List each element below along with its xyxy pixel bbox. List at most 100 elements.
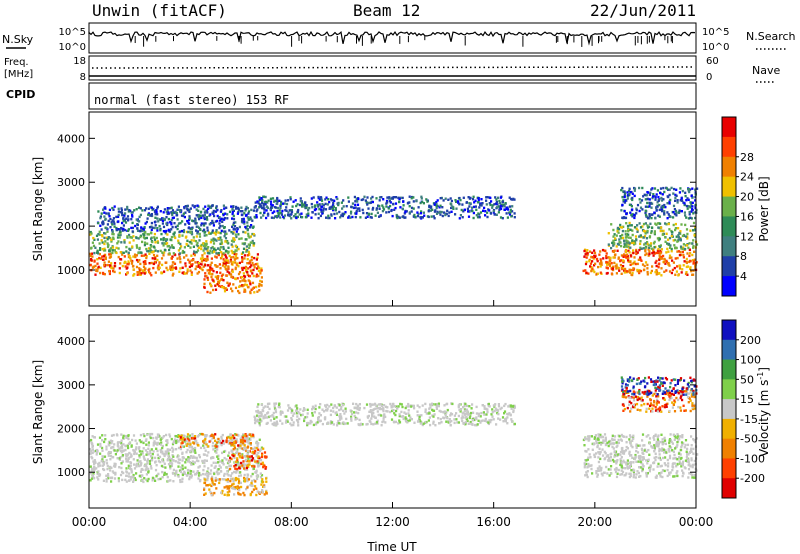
scatter-cell-power-5-321 (599, 262, 602, 265)
scatter-cell-velocity-4-173 (339, 422, 342, 425)
scatter-cell-power-4-533 (439, 210, 442, 214)
scatter-cell-velocity-3-42 (259, 491, 262, 494)
scatter-cell-power-4-303 (279, 204, 282, 207)
scatter-cell-power-0-30 (227, 267, 230, 270)
scatter-cell-velocity-0-401 (207, 472, 210, 476)
scatter-cell-power-0-301 (245, 268, 248, 272)
scatter-cell-velocity-4-9 (306, 412, 309, 415)
scatter-cell-velocity-0-461 (165, 443, 168, 447)
scatter-cell-power-1-251 (106, 242, 109, 245)
scatter-cell-velocity-0-724 (256, 454, 259, 457)
scatter-cell-power-3-11 (241, 279, 244, 282)
scatter-cell-velocity-4-73 (478, 412, 481, 415)
scatter-cell-velocity-0-284 (243, 455, 246, 458)
scatter-cell-power-7-95 (668, 193, 671, 197)
scatter-cell-power-7-247 (631, 196, 634, 200)
scatter-cell-power-6-246 (625, 235, 628, 238)
scatter-cell-power-4-115 (420, 195, 423, 198)
scatter-cell-power-7-191 (653, 195, 656, 198)
scatter-cell-velocity-0-789 (90, 438, 93, 442)
scatter-cell-velocity-0-783 (235, 451, 238, 455)
scatter-cell-velocity-4-39 (299, 408, 302, 411)
scatter-cell-velocity-0-506 (175, 470, 178, 473)
scatter-cell-velocity-0-301 (169, 467, 172, 470)
scatter-cell-velocity-4-273 (367, 414, 370, 418)
scatter-cell-velocity-4-192 (257, 403, 260, 406)
scatter-cell-velocity-0-263 (101, 449, 104, 452)
scatter-cell-power-7-161 (644, 211, 647, 215)
scatter-cell-power-6-208 (684, 247, 687, 251)
scatter-cell-velocity-0-181 (138, 456, 141, 459)
scatter-cell-power-6-207 (692, 229, 695, 232)
scatter-cell-velocity-3-39 (247, 478, 251, 481)
scatter-cell-velocity-0-694 (129, 478, 132, 481)
scatter-cell-power-0-15 (234, 267, 237, 271)
scatter-cell-velocity-0-803 (100, 459, 103, 463)
scatter-cell-velocity-5-46 (630, 444, 633, 447)
scatter-cell-velocity-0-310 (109, 469, 112, 472)
scatter-cell-power-6-178 (631, 233, 634, 237)
scatter-cell-velocity-0-546 (256, 445, 259, 448)
scatter-cell-power-5-286 (628, 268, 631, 271)
scatter-cell-power-0-160 (226, 270, 229, 273)
scatter-cell-velocity-0-215 (119, 449, 122, 452)
scatter-cell-velocity-2-65 (245, 466, 248, 470)
scatter-cell-velocity-1-91 (234, 441, 237, 444)
scatter-cell-power-0-94 (199, 266, 202, 269)
power-y-label: Slant Range [km] (31, 157, 45, 261)
scatter-cell-velocity-5-124 (672, 450, 675, 453)
scatter-cell-velocity-4-430 (487, 402, 490, 406)
scatter-cell-velocity-4-6 (408, 419, 411, 422)
scatter-cell-power-5-71 (647, 248, 650, 251)
scatter-cell-velocity-4-321 (301, 413, 304, 416)
scatter-cell-power-4-417 (340, 201, 343, 204)
scatter-cell-power-7-15 (627, 189, 631, 193)
scatter-cell-power-1-364 (142, 233, 145, 236)
scatter-cell-power-4-536 (491, 204, 494, 207)
scatter-cell-velocity-4-117 (408, 414, 411, 417)
scatter-cell-velocity-0-572 (199, 432, 202, 436)
scatter-cell-velocity-0-907 (118, 441, 121, 444)
scatter-cell-power-6-219 (667, 242, 671, 246)
scatter-cell-velocity-2-78 (229, 456, 232, 460)
scatter-cell-power-7-33 (623, 201, 627, 204)
scatter-cell-power-5-156 (689, 259, 692, 263)
scatter-cell-power-4-104 (367, 207, 370, 210)
scatter-cell-power-4-284 (483, 206, 486, 210)
scatter-cell-velocity-4-308 (485, 407, 488, 411)
scatter-cell-power-7-184 (621, 203, 624, 207)
scatter-cell-power-6-73 (625, 233, 628, 236)
scatter-cell-power-1-332 (212, 248, 216, 251)
scatter-cell-power-4-430 (325, 196, 328, 199)
scatter-cell-power-4-486 (404, 210, 407, 214)
scatter-cell-velocity-1-39 (233, 444, 236, 448)
scatter-cell-power-1-236 (205, 244, 208, 247)
scatter-cell-power-0-53 (156, 254, 159, 257)
scatter-cell-power-0-77 (223, 265, 226, 268)
scatter-cell-velocity-4-364 (427, 412, 430, 415)
scatter-cell-power-2-449 (154, 210, 157, 213)
scatter-cell-power-5-18 (589, 262, 593, 265)
scatter-cell-velocity-1-24 (214, 433, 217, 436)
scatter-cell-power-5-331 (613, 249, 616, 252)
scatter-cell-power-5-330 (605, 272, 608, 275)
scatter-cell-power-5-37 (628, 251, 631, 254)
scatter-cell-power-5-108 (680, 271, 683, 274)
scatter-cell-velocity-0-710 (236, 440, 239, 443)
cpid-text: normal (fast stereo) 153 RF (94, 93, 289, 107)
scatter-cell-velocity-3-9 (231, 483, 234, 486)
scatter-cell-power-0-180 (224, 255, 227, 258)
scatter-cell-power-4-242 (267, 212, 270, 215)
scatter-cell-power-4-33 (264, 195, 267, 199)
scatter-cell-power-0-259 (109, 252, 113, 256)
scatter-cell-velocity-0-575 (236, 461, 239, 464)
scatter-cell-power-4-281 (456, 200, 459, 203)
scatter-cell-power-1-338 (115, 251, 118, 255)
scatter-cell-power-4-537 (357, 197, 360, 201)
scatter-cell-power-1-257 (149, 247, 152, 250)
scatter-cell-velocity-4-392 (502, 420, 505, 423)
scatter-cell-velocity-0-224 (145, 466, 148, 469)
scatter-cell-power-7-82 (685, 204, 688, 208)
scatter-cell-power-5-88 (587, 272, 590, 275)
scatter-cell-power-4-436 (266, 206, 269, 209)
